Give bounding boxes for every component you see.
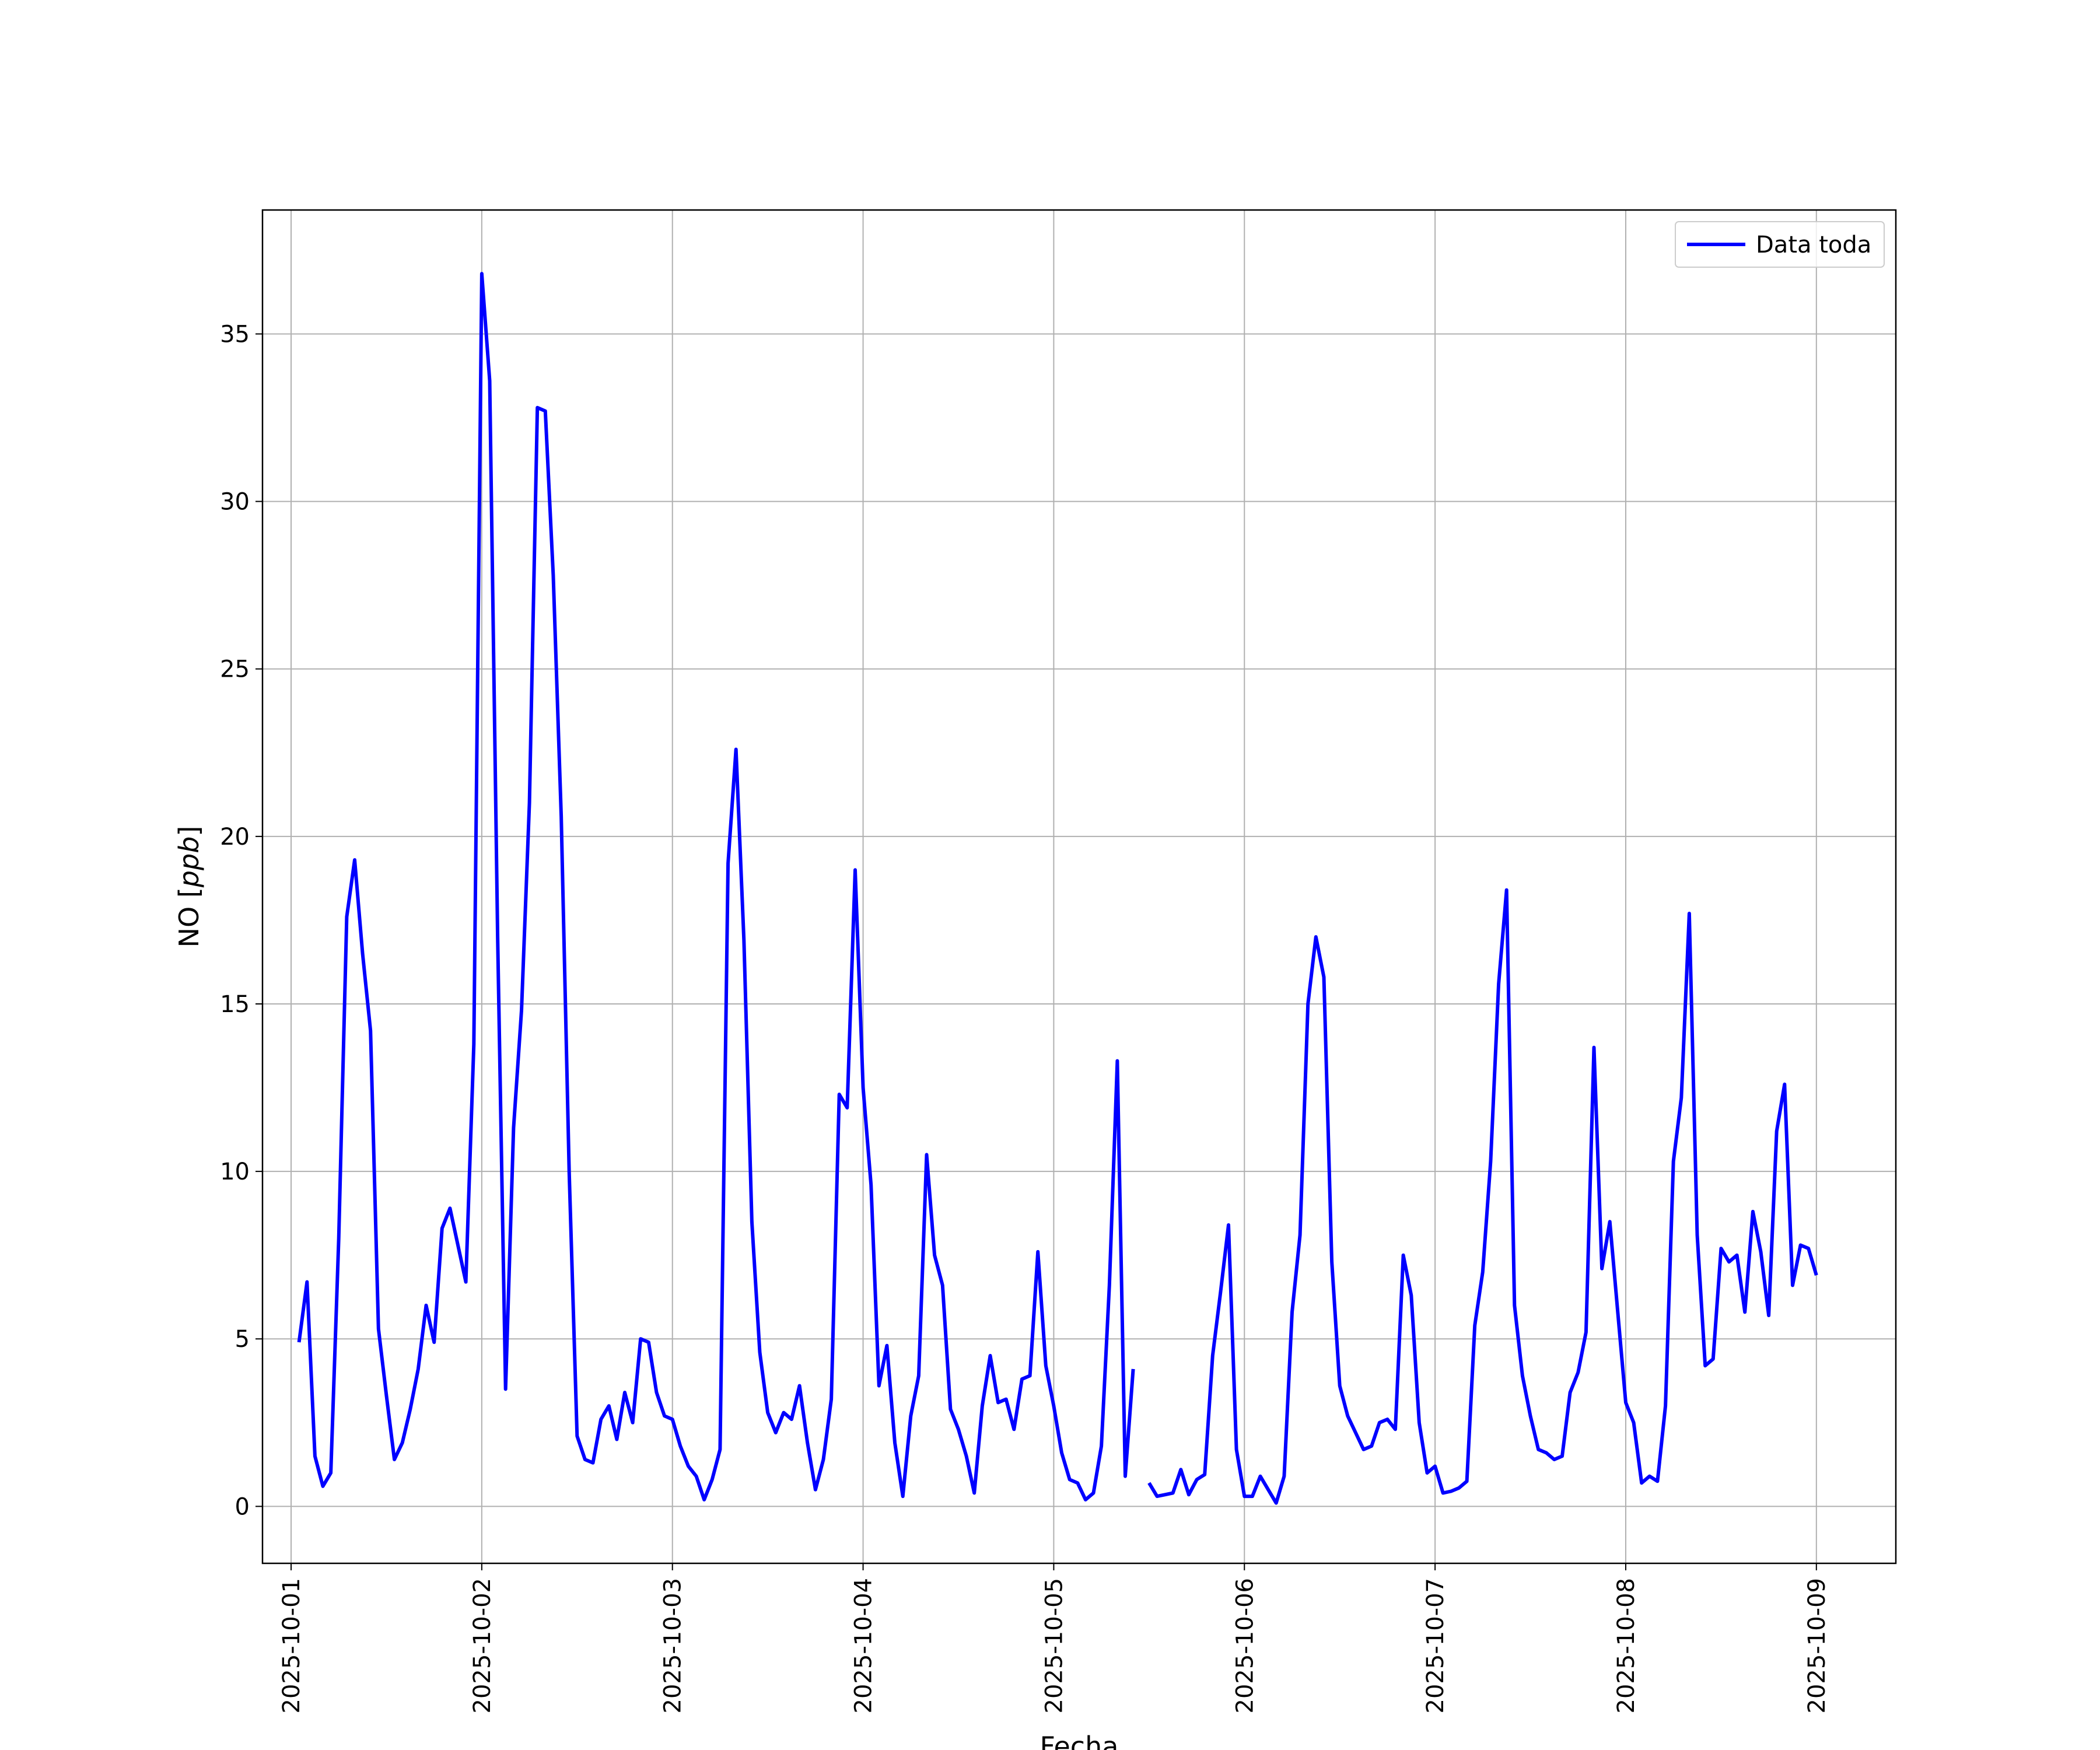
y-tick-label: 0 — [235, 1493, 250, 1520]
x-tick-label: 2025-10-02 — [469, 1578, 496, 1713]
y-tick-label: 15 — [220, 991, 250, 1018]
x-tick-label: 2025-10-06 — [1231, 1578, 1258, 1713]
x-tick-label: 2025-10-04 — [850, 1578, 877, 1713]
y-axis-label-close: ] — [173, 826, 205, 836]
y-tick-label: 30 — [220, 489, 250, 516]
plot-frame — [261, 209, 1897, 1564]
y-axis-label-unit: ppb — [173, 836, 205, 888]
x-tick-label: 2025-10-05 — [1041, 1578, 1068, 1713]
x-tick-label: 2025-10-08 — [1613, 1578, 1640, 1713]
y-axis-label: NO [ppb] — [173, 826, 205, 948]
legend: Data toda — [1675, 221, 1885, 268]
x-tick-label: 2025-10-03 — [660, 1578, 687, 1713]
grid-layer — [262, 210, 1896, 1563]
series-layer — [297, 272, 1818, 1505]
y-tick-label: 10 — [220, 1158, 250, 1185]
series-line-data-toda — [297, 272, 1135, 1502]
y-tick-label: 35 — [220, 321, 250, 348]
series-line-data-toda — [1147, 888, 1818, 1505]
y-axis-label-main: NO [ — [173, 887, 205, 947]
x-tick-label: 2025-10-09 — [1804, 1578, 1831, 1713]
y-tick-label: 25 — [220, 656, 250, 683]
x-axis-label: Fecha — [1040, 1731, 1119, 1750]
tick-layer: 0 5 10 15 20 25 30 35 2025-10-01 2025-10-02 2025-1… — [220, 321, 1831, 1713]
y-tick-label: 5 — [235, 1326, 250, 1353]
x-tick-label: 2025-10-01 — [278, 1578, 305, 1713]
x-tick-label: 2025-10-07 — [1422, 1578, 1449, 1713]
legend-label-data-toda: Data toda — [1756, 232, 1871, 258]
legend-box — [1675, 221, 1885, 268]
y-tick-label: 20 — [220, 824, 250, 850]
